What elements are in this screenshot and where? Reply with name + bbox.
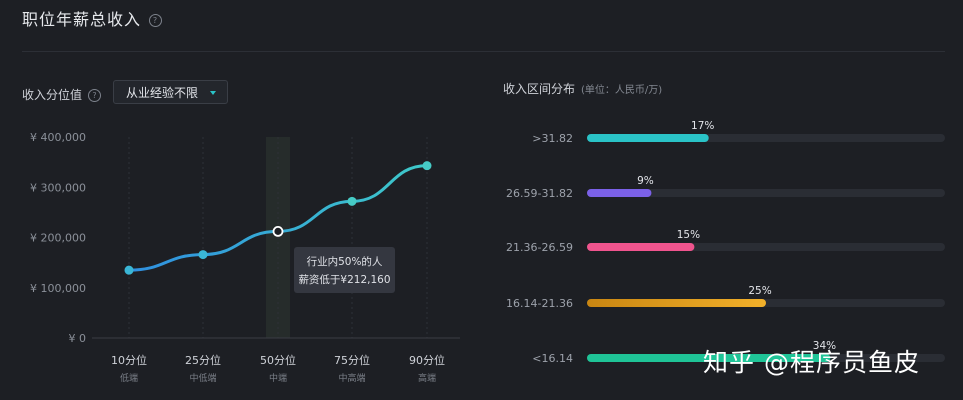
bar-category-label: 26.59-31.82	[506, 187, 573, 200]
median-tooltip: 行业内50%的人 薪资低于¥212,160	[294, 247, 395, 293]
tooltip-line2: 薪资低于¥212,160	[298, 273, 390, 286]
tooltip-box	[294, 247, 395, 293]
x-tick-label: 50分位	[260, 353, 296, 367]
data-point-highlight[interactable]	[272, 225, 284, 237]
data-point[interactable]	[198, 250, 208, 260]
experience-dropdown[interactable]: 从业经验不限	[113, 80, 228, 104]
percentile-line-chart: ¥ 0 ¥ 100,000 ¥ 200,000 ¥ 300,000 ¥ 400,000 1…	[30, 131, 460, 384]
bar-value-label: 9%	[637, 175, 654, 187]
bar-value-label: 25%	[748, 285, 771, 297]
data-point[interactable]	[347, 196, 357, 206]
bar-fill[interactable]	[587, 134, 709, 142]
bar-category-label: <16.14	[532, 352, 573, 365]
bar-fill[interactable]	[587, 243, 695, 251]
bar-value-label: 34%	[813, 340, 836, 352]
x-tick-label: 75分位	[334, 353, 370, 367]
x-tick-sublabel: 高端	[418, 372, 436, 384]
experience-dropdown-value: 从业经验不限	[126, 86, 199, 100]
bar-value-label: 15%	[677, 229, 700, 241]
bar-category-label: 21.36-26.59	[506, 241, 573, 254]
x-tick-sublabel: 低端	[120, 372, 138, 384]
watermark: 知乎 @程序员鱼皮	[703, 348, 920, 377]
bar-value-label: 17%	[691, 120, 714, 132]
header-divider	[22, 51, 945, 52]
data-point[interactable]	[422, 161, 432, 171]
tooltip-line1: 行业内50%的人	[307, 255, 383, 268]
distribution-bar-chart: >31.82 17% 26.59-31.82 9% 21.36-26.59 15% 16.1…	[506, 120, 945, 365]
x-tick-label: 10分位	[111, 353, 147, 367]
bar-track	[587, 189, 945, 197]
y-tick-label: ¥ 0	[69, 332, 87, 345]
bar-category-label: >31.82	[532, 132, 573, 145]
x-tick-sublabel: 中低端	[189, 372, 216, 384]
y-tick-label: ¥ 300,000	[30, 181, 86, 194]
bar-category-label: 16.14-21.36	[506, 297, 573, 310]
distribution-unit: (单位：人民币/万)	[581, 85, 663, 96]
distribution-title: 收入区间分布 (单位：人民币/万)	[503, 80, 662, 97]
y-tick-label: ¥ 400,000	[30, 131, 86, 144]
y-tick-label: ¥ 200,000	[30, 232, 86, 245]
x-tick-label: 25分位	[185, 353, 221, 367]
bar-fill[interactable]	[587, 189, 652, 197]
x-tick-sublabel: 中端	[269, 372, 287, 384]
x-tick-label: 90分位	[409, 353, 445, 367]
bar-fill[interactable]	[587, 354, 831, 362]
distribution-title-text: 收入区间分布	[503, 82, 576, 96]
percentile-help-icon[interactable]: ?	[88, 89, 102, 102]
page-title-text: 职位年薪总收入	[22, 10, 142, 29]
percentile-label-text: 收入分位值	[22, 88, 83, 102]
data-point[interactable]	[124, 265, 134, 275]
x-tick-sublabel: 中高端	[338, 372, 365, 384]
percentile-label: 收入分位值?	[22, 86, 102, 103]
bar-fill[interactable]	[587, 299, 766, 307]
title-help-icon[interactable]: ?	[149, 14, 163, 27]
y-tick-label: ¥ 100,000	[30, 282, 86, 295]
chevron-down-icon	[210, 91, 216, 95]
page-title: 职位年薪总收入?	[22, 6, 163, 30]
